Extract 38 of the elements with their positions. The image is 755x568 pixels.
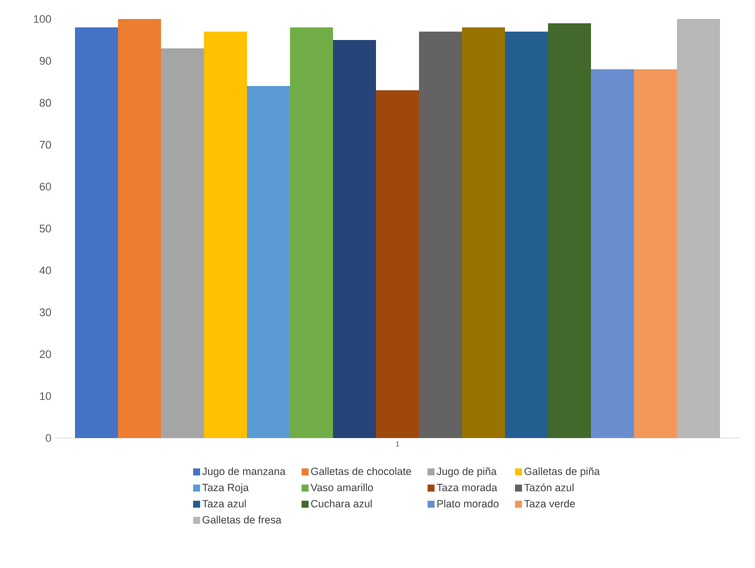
bar: [118, 18, 161, 438]
bar: [462, 27, 506, 438]
bar: [161, 48, 204, 438]
legend-label: Jugo de manzana: [202, 467, 286, 478]
bar: [505, 32, 548, 438]
legend-label: Galletas de chocolate: [311, 467, 412, 476]
legend-label: Galletas de piña: [524, 467, 600, 478]
y-tick-label: 50: [40, 224, 52, 232]
legend-label: Galletas de fresa: [202, 516, 282, 524]
y-tick-label: 10: [40, 392, 52, 400]
bar: [333, 40, 376, 438]
legend-label: Taza morada: [436, 484, 498, 492]
bar: [376, 90, 419, 438]
y-tick-label: 80: [40, 98, 52, 107]
legend-label: Tazón azul: [524, 483, 574, 492]
y-tick-label: 40: [39, 266, 52, 274]
bar: [247, 86, 290, 438]
bar: [290, 27, 333, 438]
legend-label: Plato morado: [437, 500, 499, 508]
y-tick-label: 0: [46, 434, 52, 442]
y-tick-label: 90: [40, 57, 52, 65]
bar: [204, 32, 247, 438]
legend-label: Taza verde: [524, 500, 575, 508]
legend-label: Taza azul: [202, 500, 246, 508]
y-tick-label: 60: [40, 182, 52, 190]
y-tick-label: 70: [40, 140, 52, 149]
legend-label: Jugo de piña: [436, 467, 497, 478]
bar: [548, 23, 592, 438]
bar: [591, 69, 634, 438]
y-tick-label: 30: [40, 308, 52, 316]
legend-label: Vaso amarillo: [310, 484, 373, 492]
y-tick-label: 100: [34, 15, 52, 23]
bar: [634, 69, 678, 438]
y-tick-label: 20: [40, 350, 52, 358]
legend-label: Cuchara azul: [311, 500, 372, 508]
bar: [75, 27, 118, 438]
bar: [419, 32, 462, 438]
legend-label: Taza Roja: [202, 484, 249, 494]
